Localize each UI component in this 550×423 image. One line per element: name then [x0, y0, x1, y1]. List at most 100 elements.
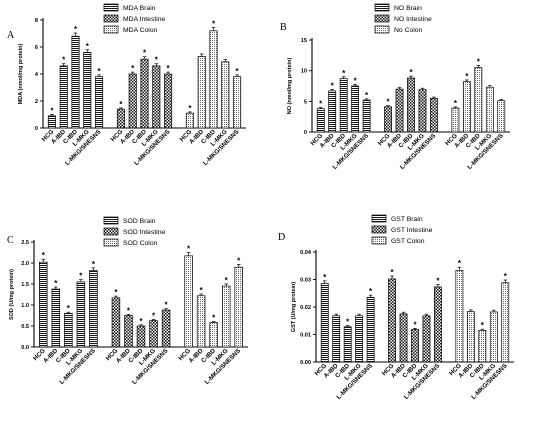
- significance-marker: *: [127, 306, 131, 315]
- bar-11.466666666666667-2: [343, 326, 352, 363]
- significance-marker: *: [188, 104, 192, 113]
- significance-marker: *: [465, 72, 469, 81]
- bar-12.533333333333333-3: [221, 285, 231, 348]
- bar-11.466666666666667-4: [497, 100, 506, 133]
- bar-11.466666666666667-4: [362, 99, 371, 133]
- y-axis-label: GST (U/mg protein): [291, 282, 297, 333]
- significance-marker: *: [237, 256, 241, 265]
- bar-11.466666666666667-3: [422, 315, 431, 363]
- bar-11.8-0: [47, 115, 56, 129]
- bar-11.466666666666667-1: [399, 313, 408, 363]
- panel-c: C 0.0 0.5 1.0 1.5 2.0 2.5 SOD (U/mg protein) * H…: [0, 211, 275, 422]
- bar-12.533333333333333-4: [234, 266, 243, 348]
- significance-marker: *: [391, 268, 395, 277]
- y-tick-label: 1.5: [21, 282, 29, 288]
- bar-12.533333333333333-0: [184, 255, 193, 348]
- legend-swatch: [103, 227, 119, 236]
- bar-11.466666666666667-3: [351, 85, 360, 133]
- y-tick-label: 6: [35, 45, 38, 51]
- y-tick-label: 5: [304, 99, 307, 105]
- bar-11.466666666666667-3: [489, 311, 498, 363]
- bar-11.466666666666667-1: [332, 315, 341, 363]
- bar-11.466666666666667-1: [462, 81, 471, 133]
- significance-marker: *: [413, 320, 417, 329]
- legend-label: MDA Brain: [123, 5, 156, 12]
- bar-12.533333333333333-2: [209, 322, 218, 348]
- bar-11.8-3: [152, 65, 161, 129]
- significance-marker: *: [212, 19, 216, 28]
- bar-11.466666666666667-3: [485, 86, 494, 133]
- legend-swatch: [374, 3, 390, 12]
- y-tick-label: 0: [35, 126, 38, 132]
- significance-marker: *: [454, 99, 458, 108]
- legend-label: SOD Brain: [123, 218, 156, 225]
- panel-letter: B: [280, 22, 287, 33]
- significance-marker: *: [319, 99, 323, 108]
- bar-11.466666666666667-4: [430, 97, 438, 133]
- significance-marker: *: [114, 288, 118, 297]
- significance-marker: *: [98, 67, 102, 76]
- bar-11.8-4: [95, 76, 104, 129]
- bar-11.466666666666667-0: [455, 270, 464, 363]
- y-axis-label: MDA (nmol/mg protein): [18, 44, 24, 105]
- y-tick-label: 0: [304, 130, 307, 136]
- legend-label: GST Intestine: [391, 227, 433, 234]
- bar-11.8-3: [83, 52, 92, 129]
- bar-11.466666666666667-0: [388, 278, 396, 363]
- bar-11.8-2: [140, 58, 149, 129]
- legend-label: MDA Intestine: [123, 16, 166, 23]
- significance-marker: *: [369, 287, 373, 296]
- bar-11.8-0: [185, 112, 194, 129]
- legend-swatch: [103, 216, 119, 225]
- bar-12.533333333333333-4: [89, 270, 98, 348]
- legend-swatch: [103, 25, 119, 34]
- y-tick-label: 10: [301, 69, 307, 75]
- y-tick-label: 0.03: [300, 278, 311, 284]
- y-axis-label: SOD (U/mg protein): [9, 269, 15, 320]
- y-tick-label: 0.00: [300, 360, 311, 366]
- significance-marker: *: [165, 301, 169, 310]
- significance-marker: *: [477, 57, 481, 66]
- significance-marker: *: [143, 49, 147, 58]
- bar-11.466666666666667-2: [478, 330, 487, 363]
- bar-11.466666666666667-4: [501, 282, 510, 363]
- significance-marker: *: [155, 56, 159, 65]
- legend-swatch: [103, 238, 119, 247]
- legend-swatch: [374, 14, 390, 23]
- y-tick-label: 0.0: [21, 345, 29, 351]
- bar-12.533333333333333-1: [124, 315, 133, 348]
- bar-11.8-1: [197, 56, 206, 129]
- legend-label: GST Colon: [391, 238, 425, 245]
- bar-12.533333333333333-1: [51, 288, 61, 348]
- panel-d: D 0.00 0.01 0.02 0.03 0.04 GST (U/mg protein)…: [275, 211, 550, 422]
- legend-swatch: [103, 3, 119, 12]
- bar-11.466666666666667-0: [451, 107, 460, 133]
- bar-12.533333333333333-4: [161, 309, 171, 348]
- y-tick-label: 0.04: [300, 250, 312, 256]
- legend-label: MDA Colon: [123, 27, 158, 34]
- bar-11.466666666666667-1: [328, 90, 337, 133]
- legend-swatch: [103, 14, 119, 23]
- significance-marker: *: [331, 81, 335, 90]
- significance-marker: *: [42, 251, 46, 260]
- legend-swatch: [374, 25, 390, 34]
- significance-marker: *: [67, 304, 71, 313]
- y-tick-label: 2.5: [21, 240, 29, 246]
- bar-11.466666666666667-0: [320, 283, 329, 363]
- significance-marker: *: [152, 311, 156, 320]
- y-tick-label: 0.01: [300, 333, 311, 339]
- legend-label: GST Brain: [391, 216, 423, 223]
- significance-marker: *: [62, 56, 66, 65]
- y-tick-label: 4: [35, 72, 39, 78]
- y-tick-label: 1.0: [21, 303, 29, 309]
- y-tick-label: 8: [35, 18, 38, 24]
- panel-a: A 0 2 4 6 8 MDA (nmol/mg protein) * HCG * A-IBD * C…: [0, 0, 275, 211]
- legend-swatch: [371, 214, 387, 223]
- significance-marker: *: [346, 318, 350, 327]
- bar-11.8-3: [221, 61, 230, 129]
